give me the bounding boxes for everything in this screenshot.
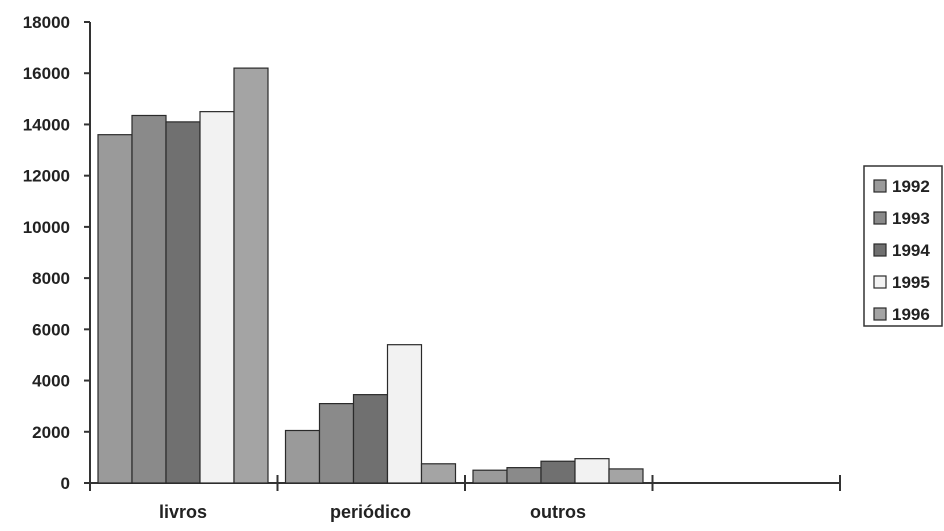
legend-swatch xyxy=(873,179,887,193)
bar xyxy=(97,134,133,484)
x-category-label: livros xyxy=(159,502,207,522)
y-tick-label: 0 xyxy=(61,474,70,493)
bar xyxy=(506,467,542,484)
bar xyxy=(318,403,355,484)
bar xyxy=(284,429,321,484)
bar xyxy=(386,344,423,484)
legend-swatch xyxy=(873,243,887,257)
legend-swatch xyxy=(873,307,887,321)
y-tick-label: 10000 xyxy=(23,218,70,237)
legend-label: 1992 xyxy=(892,177,930,196)
legend-label: 1996 xyxy=(892,305,930,324)
legend-swatch xyxy=(873,275,887,289)
legend: 1992 1993 1994 1995 1996 xyxy=(863,165,943,327)
y-tick-label: 12000 xyxy=(23,167,70,186)
x-category-label: outros xyxy=(530,502,586,522)
y-tick-label: 4000 xyxy=(32,372,70,391)
bar xyxy=(472,469,508,484)
bar xyxy=(420,463,457,484)
legend-label: 1995 xyxy=(892,273,930,292)
bar xyxy=(165,121,201,484)
bar xyxy=(540,460,576,484)
y-tick-label: 16000 xyxy=(23,64,70,83)
y-tick-label: 6000 xyxy=(32,320,70,339)
bar xyxy=(233,67,269,484)
x-category-label: periódico xyxy=(330,502,411,522)
bar xyxy=(574,458,610,484)
legend-label: 1994 xyxy=(892,241,930,260)
bar xyxy=(608,468,644,484)
bar xyxy=(199,111,235,484)
bar xyxy=(131,114,167,484)
y-tick-label: 2000 xyxy=(32,423,70,442)
legend-swatch xyxy=(873,211,887,225)
bar xyxy=(352,394,389,484)
y-axis: 0 2000 4000 6000 8000 10000 12000 14000 16000 180… xyxy=(23,13,91,493)
y-tick-label: 18000 xyxy=(23,13,70,32)
y-tick-label: 14000 xyxy=(23,115,70,134)
y-tick-label: 8000 xyxy=(32,269,70,288)
bars xyxy=(97,67,644,484)
legend-label: 1993 xyxy=(892,209,930,228)
